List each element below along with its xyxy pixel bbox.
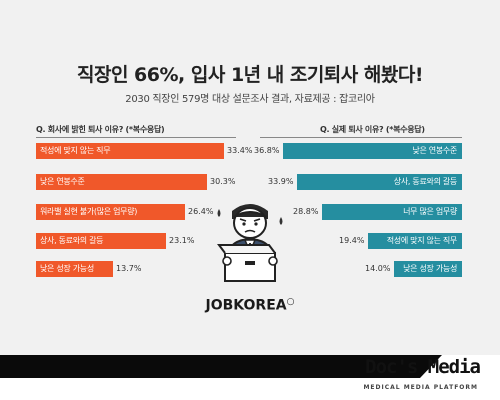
right-bar-label: 너무 많은 업무량 <box>403 207 457 216</box>
right-bar-value: 33.9% <box>268 177 294 186</box>
right-bar-value: 19.4% <box>339 236 365 245</box>
left-bar-label: 낮은 성장 가능성 <box>40 264 94 273</box>
logo-circle-icon: ○ <box>286 297 295 307</box>
footer-band-notch <box>420 355 442 378</box>
right-bar: 적성에 맞지 않는 직무 <box>368 233 462 249</box>
worried-office-worker-illustration <box>217 204 283 282</box>
left-bar-value: 33.4% <box>227 146 253 155</box>
left-bar: 적성에 맞지 않는 직무 <box>36 143 224 159</box>
right-bar-label: 낮은 성장 가능성 <box>403 264 457 273</box>
right-bar-value: 14.0% <box>365 264 391 273</box>
sweat-drop-icon <box>217 209 221 217</box>
left-bar: 상사, 동료와의 갈등 <box>36 233 166 249</box>
jobkorea-logo-text: JOBKOREA <box>205 297 287 314</box>
box-shape <box>224 252 276 282</box>
left-bar-value: 13.7% <box>116 264 142 273</box>
right-bar-value: 36.8% <box>254 146 280 155</box>
brand-name: Doc's Media <box>365 356 481 378</box>
right-chart-title: Q. 실제 퇴사 이유? (*복수응답) <box>320 125 425 134</box>
left-bar-label: 적성에 맞지 않는 직무 <box>40 146 111 155</box>
left-bar-value: 26.4% <box>188 207 214 216</box>
left-bar: 워라밸 실현 불가(많은 업무량) <box>36 204 185 220</box>
right-bar-value: 28.8% <box>293 207 319 216</box>
left-bar: 낮은 성장 가능성 <box>36 261 113 277</box>
right-bar: 낮은 성장 가능성 <box>394 261 462 277</box>
left-chart-title: Q. 회사에 밝힌 퇴사 이유? (*복수응답) <box>36 125 165 134</box>
left-bar-value: 30.3% <box>210 177 236 186</box>
infographic-card: 직장인 66%, 입사 1년 내 조기퇴사 해봤다! 2030 직장인 579명… <box>0 0 500 355</box>
jobkorea-logo: JOBKOREA○ <box>0 297 500 314</box>
page-subtitle: 2030 직장인 579명 대상 설문조사 결과, 자료제공 : 잡코리아 <box>125 94 375 105</box>
right-bar: 너무 많은 업무량 <box>322 204 462 220</box>
left-bar-label: 상사, 동료와의 갈등 <box>40 236 104 245</box>
right-divider <box>260 137 462 138</box>
left-bar-label: 워라밸 실현 불가(많은 업무량) <box>40 207 138 216</box>
left-bar: 낮은 연봉수준 <box>36 174 207 190</box>
right-bar-label: 상사, 동료와의 갈등 <box>393 177 458 186</box>
right-bar-label: 낮은 연봉수준 <box>412 146 457 155</box>
brand-tagline: MEDICAL MEDIA PLATFORM <box>363 384 478 391</box>
right-bar: 상사, 동료와의 갈등 <box>297 174 462 190</box>
page-title: 직장인 66%, 입사 1년 내 조기퇴사 해봤다! <box>77 64 424 86</box>
left-divider <box>36 137 236 138</box>
footer-band <box>0 355 420 378</box>
left-bar-value: 23.1% <box>169 236 195 245</box>
right-bar: 낮은 연봉수준 <box>283 143 462 159</box>
left-bar-label: 낮은 연봉수준 <box>40 177 85 186</box>
right-bar-label: 적성에 맞지 않는 직무 <box>386 236 458 245</box>
sweat-drop-icon <box>279 217 283 225</box>
